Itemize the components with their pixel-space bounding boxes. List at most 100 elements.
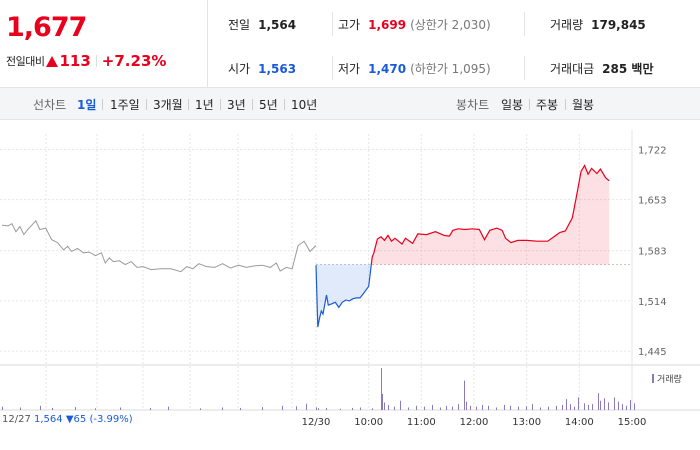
volume-bar bbox=[496, 407, 497, 410]
stat-value: 285 백만 bbox=[602, 62, 654, 76]
prev-day-note: 12/27 1,564 ▼65 (-3.99%) bbox=[2, 414, 133, 425]
volume-bar bbox=[600, 400, 601, 410]
volume-bar bbox=[566, 399, 567, 410]
volume-legend: 거래량 bbox=[652, 372, 682, 385]
stat-value: 1,564 bbox=[258, 17, 297, 32]
change-percent: +7.23% bbox=[101, 52, 167, 70]
stat-high: 고가 1,699 (상한가 2,030) bbox=[338, 16, 491, 33]
stat-low: 저가 1,470 (하한가 1,095) bbox=[338, 60, 491, 77]
period-divider bbox=[565, 99, 566, 110]
volume-bar bbox=[432, 404, 433, 410]
volume-bar bbox=[570, 404, 571, 410]
volume-bar bbox=[200, 408, 201, 410]
volume-bar bbox=[326, 407, 327, 410]
volume-bar bbox=[588, 404, 589, 410]
period-1year[interactable]: 1년 bbox=[195, 98, 214, 112]
volume-legend-swatch bbox=[652, 374, 654, 383]
y-tick-label: 1,445 bbox=[638, 347, 667, 358]
volume-bar bbox=[394, 406, 395, 410]
y-tick-label: 1,514 bbox=[638, 297, 667, 308]
volume-bar bbox=[318, 408, 319, 410]
volume-bar bbox=[168, 406, 169, 410]
line-chart-label: 선차트 bbox=[33, 98, 67, 112]
volume-bar bbox=[452, 406, 453, 410]
volume-bar bbox=[608, 402, 609, 410]
current-price: 1,677 bbox=[6, 12, 87, 43]
stat-divider bbox=[524, 56, 525, 80]
period-divider bbox=[284, 99, 285, 110]
candle-daily[interactable]: 일봉 bbox=[501, 98, 524, 112]
stat-divider bbox=[332, 56, 333, 80]
volume-bar bbox=[340, 408, 341, 410]
volume-bar bbox=[466, 401, 467, 410]
below-close-area bbox=[316, 264, 372, 328]
x-tick-label: 13:00 bbox=[512, 417, 541, 428]
period-divider bbox=[102, 99, 103, 110]
y-tick-label: 1,653 bbox=[638, 196, 667, 207]
period-divider bbox=[220, 99, 221, 110]
volume-bar bbox=[540, 407, 541, 410]
period-1week[interactable]: 1주일 bbox=[110, 98, 140, 112]
period-divider bbox=[529, 99, 530, 110]
volume-bar bbox=[95, 408, 96, 410]
prev-day-close: 1,564 bbox=[34, 414, 63, 425]
volume-bar bbox=[634, 403, 635, 410]
volume-bar bbox=[518, 406, 519, 410]
stat-prev-close: 전일 1,564 bbox=[228, 16, 296, 33]
volume-bar bbox=[562, 404, 563, 410]
volume-bar bbox=[626, 405, 627, 410]
volume-bar bbox=[384, 402, 385, 410]
x-tick-label: 10:00 bbox=[354, 417, 383, 428]
change-label: 전일대비 bbox=[6, 55, 45, 68]
volume-bar bbox=[464, 380, 465, 410]
volume-bar bbox=[578, 397, 579, 410]
volume-bar bbox=[592, 404, 593, 410]
up-triangle-icon bbox=[46, 55, 59, 67]
volume-bar bbox=[416, 405, 417, 410]
period-5year[interactable]: 5년 bbox=[259, 98, 278, 112]
stat-key: 거래량 bbox=[550, 18, 584, 32]
stat-open: 시가 1,563 bbox=[228, 60, 296, 77]
volume-bar bbox=[372, 408, 373, 410]
y-axis-labels: 1,722 1,653 1,583 1,514 1,445 bbox=[638, 145, 667, 358]
volume-bar bbox=[532, 404, 533, 410]
volume-bar bbox=[598, 393, 599, 410]
stat-key: 고가 bbox=[338, 18, 361, 32]
volume-bar bbox=[526, 406, 527, 410]
volume-bar bbox=[470, 405, 471, 410]
quote-header: 1,677 전일대비 113 +7.23% 전일 1,564 고가 1,699 … bbox=[0, 0, 700, 88]
candle-weekly[interactable]: 주봉 bbox=[536, 98, 559, 112]
period-divider bbox=[188, 99, 189, 110]
stat-sub: (상한가 2,030) bbox=[410, 18, 491, 32]
volume-bar bbox=[75, 407, 76, 410]
stat-key: 시가 bbox=[228, 62, 251, 76]
period-1day[interactable]: 1일 bbox=[77, 98, 97, 112]
volume-bar bbox=[504, 404, 505, 410]
volume-bar bbox=[296, 406, 297, 410]
period-divider bbox=[146, 99, 147, 110]
period-3month[interactable]: 3개월 bbox=[153, 98, 183, 112]
volume-bar bbox=[584, 403, 585, 410]
stat-value: 179,845 bbox=[591, 17, 646, 32]
stat-value: 1,699 bbox=[368, 17, 407, 32]
prev-day-price-line bbox=[1, 219, 317, 273]
volume-bar bbox=[20, 407, 21, 410]
x-tick-label: 12:00 bbox=[460, 417, 489, 428]
x-axis-labels: 12/30 10:00 11:00 12:00 13:00 14:00 15:00 bbox=[302, 417, 647, 428]
prev-day-date: 12/27 bbox=[2, 414, 31, 425]
period-divider bbox=[252, 99, 253, 110]
volume-bar bbox=[482, 404, 483, 410]
volume-bar bbox=[120, 407, 121, 410]
change-value: 113 bbox=[59, 52, 91, 70]
volume-bar bbox=[574, 406, 575, 410]
period-3year[interactable]: 3년 bbox=[227, 98, 246, 112]
candle-monthly[interactable]: 월봉 bbox=[572, 98, 595, 112]
x-tick-label: 15:00 bbox=[618, 417, 647, 428]
volume-bar bbox=[424, 406, 425, 410]
volume-bar bbox=[316, 407, 317, 410]
volume-bar bbox=[614, 397, 615, 410]
volume-bar bbox=[52, 407, 53, 410]
period-10year[interactable]: 10년 bbox=[291, 98, 318, 112]
change-divider bbox=[95, 55, 97, 67]
